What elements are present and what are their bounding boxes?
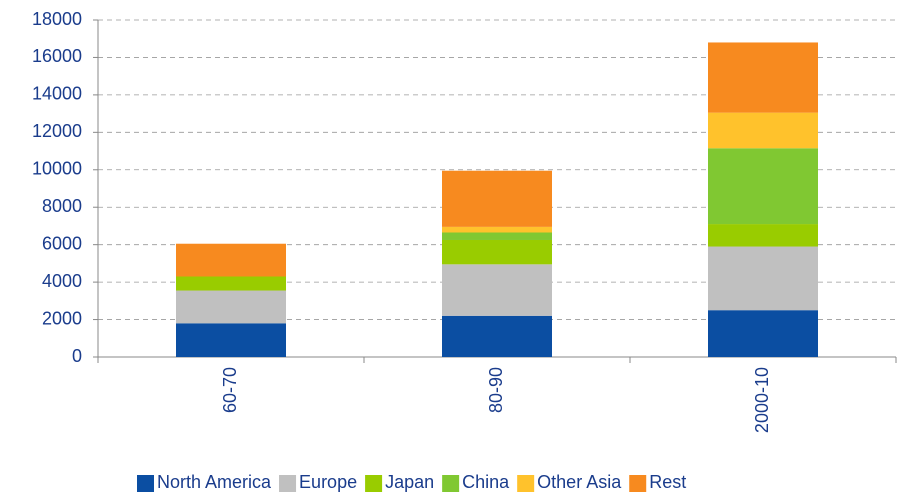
bar-segment bbox=[708, 42, 818, 113]
bar-segment bbox=[176, 276, 286, 291]
bar-segment bbox=[442, 232, 552, 240]
y-tick-label: 8000 bbox=[42, 196, 82, 216]
legend-swatch bbox=[629, 475, 647, 492]
legend-swatch bbox=[517, 475, 535, 492]
x-tick-label: 2000-10 bbox=[752, 367, 772, 433]
bar-segment bbox=[176, 290, 286, 324]
bar-segment bbox=[442, 264, 552, 316]
legend: North America Europe Japan China Other Asia R… bbox=[137, 472, 686, 492]
bar-segment bbox=[176, 243, 286, 277]
bar-segment bbox=[708, 148, 818, 225]
y-tick-label: 6000 bbox=[42, 233, 82, 253]
legend-swatch bbox=[279, 475, 297, 492]
y-tick-label: 16000 bbox=[32, 46, 82, 66]
legend-swatch bbox=[442, 475, 460, 492]
legend-swatch bbox=[365, 475, 383, 492]
legend-label: China bbox=[462, 472, 510, 492]
y-tick-label: 0 bbox=[72, 346, 82, 366]
y-tick-label: 14000 bbox=[32, 84, 82, 104]
bar-segment bbox=[708, 112, 818, 149]
x-tick-label: 80-90 bbox=[486, 367, 506, 413]
legend-label: Rest bbox=[649, 472, 686, 492]
y-tick-label: 12000 bbox=[32, 121, 82, 141]
y-tick-label: 18000 bbox=[32, 9, 82, 29]
y-tick-label: 4000 bbox=[42, 271, 82, 291]
bar-segment bbox=[442, 315, 552, 357]
legend-label: North America bbox=[157, 472, 272, 492]
bar-segment bbox=[442, 226, 552, 233]
legend-label: Other Asia bbox=[537, 472, 622, 492]
legend-label: Japan bbox=[385, 472, 434, 492]
bar-segment bbox=[176, 323, 286, 357]
bar-segment bbox=[708, 224, 818, 247]
y-tick-label: 10000 bbox=[32, 159, 82, 179]
bar-segment bbox=[442, 170, 552, 227]
bar-segment bbox=[708, 310, 818, 357]
y-tick-label: 2000 bbox=[42, 308, 82, 328]
x-tick-label: 60-70 bbox=[220, 367, 240, 413]
legend-label: Europe bbox=[299, 472, 357, 492]
legend-swatch bbox=[137, 475, 154, 492]
bar-segment bbox=[708, 246, 818, 311]
bar-segment bbox=[442, 239, 552, 265]
